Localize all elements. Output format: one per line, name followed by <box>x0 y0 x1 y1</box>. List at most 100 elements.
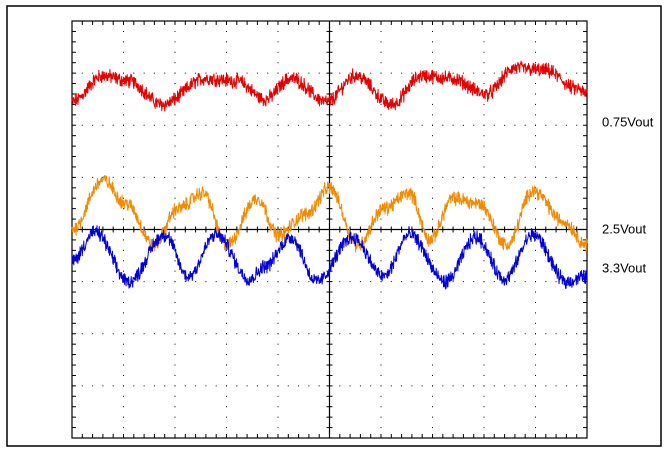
grid-dot <box>359 385 361 387</box>
grid-dot <box>277 301 279 303</box>
grid-dot <box>380 301 382 303</box>
grid-dot <box>123 103 124 105</box>
grid-dot <box>174 333 176 335</box>
grid-dot <box>277 291 279 293</box>
grid-dot <box>123 166 124 168</box>
grid-dot <box>390 124 392 126</box>
grid-dot <box>153 124 155 126</box>
grid-dot <box>483 239 485 241</box>
grid-dot <box>380 333 382 335</box>
grid-dot <box>102 385 104 387</box>
grid-dot <box>432 197 433 199</box>
grid-dot <box>535 197 536 199</box>
grid-dot <box>246 281 248 283</box>
grid-dot <box>535 406 536 408</box>
grid-dot <box>421 333 423 335</box>
grid-dot <box>432 406 433 408</box>
grid-dot <box>236 333 238 335</box>
grid-dot <box>483 385 485 387</box>
grid-dot <box>174 406 176 408</box>
grid-dot <box>205 124 207 126</box>
grid-dot <box>308 176 310 178</box>
grid-dot <box>535 124 536 126</box>
grid-dot <box>298 333 300 335</box>
grid-dot <box>226 395 227 397</box>
grid-dot <box>514 124 516 126</box>
grid-dot <box>277 197 279 199</box>
grid-dot <box>339 333 341 335</box>
grid-dot <box>287 333 289 335</box>
grid-dot <box>380 145 382 147</box>
grid-dot <box>81 176 83 178</box>
grid-dot <box>226 364 227 366</box>
grid-dot <box>277 385 279 387</box>
grid-dot <box>226 239 227 241</box>
grid-dot <box>277 427 279 429</box>
grid-dot <box>256 72 258 74</box>
grid-dot <box>535 374 536 376</box>
grid-dot <box>432 135 433 137</box>
grid-dot <box>277 51 279 53</box>
grid-dot <box>483 301 485 303</box>
grid-dot <box>267 124 269 126</box>
grid-dot <box>380 385 382 387</box>
grid-dot <box>432 249 433 251</box>
grid-dot <box>123 114 124 116</box>
grid-dot <box>411 124 413 126</box>
grid-dot <box>432 427 433 429</box>
grid-dot <box>473 72 475 74</box>
grid-dot <box>432 62 433 64</box>
grid-dot <box>298 124 300 126</box>
grid-dot <box>421 124 423 126</box>
grid-dot <box>380 62 382 64</box>
grid-dot <box>277 218 279 220</box>
grid-dot <box>226 135 227 137</box>
grid-dot <box>226 354 227 356</box>
grid-dot <box>277 93 279 95</box>
grid-dot <box>318 72 320 74</box>
grid-dot <box>226 333 227 335</box>
grid-dot <box>432 51 433 53</box>
grid-dot <box>205 333 207 335</box>
grid-dot <box>92 333 94 335</box>
grid-dot <box>143 333 145 335</box>
grid-dot <box>215 72 217 74</box>
grid-dot <box>504 176 506 178</box>
grid-dot <box>380 30 382 32</box>
grid-dot <box>370 281 372 283</box>
grid-dot <box>143 124 145 126</box>
grid-dot <box>473 333 475 335</box>
grid-dot <box>226 208 227 210</box>
grid-dot <box>535 208 536 210</box>
grid-dot <box>524 333 526 335</box>
trace-labels: 0.75Vout 2.5Vout 3.3Vout <box>602 115 654 276</box>
grid-dot <box>102 333 104 335</box>
grid-dot <box>545 281 547 283</box>
grid-dot <box>226 260 227 262</box>
grid-dot <box>277 145 279 147</box>
grid-dot <box>195 72 197 74</box>
grid-dot <box>380 249 382 251</box>
grid-dot <box>380 312 382 314</box>
grid-dot <box>277 83 279 85</box>
grid-dot <box>277 416 279 418</box>
grid-dot <box>380 103 382 105</box>
grid-dot <box>545 124 547 126</box>
grid-dot <box>277 270 279 272</box>
grid-dot <box>226 301 227 303</box>
grid-dot <box>432 93 433 95</box>
grid-dot <box>226 249 227 251</box>
grid-dot <box>483 312 485 314</box>
grid-dot <box>380 51 382 53</box>
grid-dot <box>277 135 279 137</box>
grid-dot <box>287 281 289 283</box>
grid-dot <box>123 51 124 53</box>
grid-dot <box>226 103 227 105</box>
grid-dot <box>277 208 279 210</box>
grid-dot <box>535 135 536 137</box>
grid-dot <box>504 333 506 335</box>
grid-dot <box>112 385 114 387</box>
outer-frame <box>6 5 662 447</box>
grid-dot <box>380 281 382 283</box>
